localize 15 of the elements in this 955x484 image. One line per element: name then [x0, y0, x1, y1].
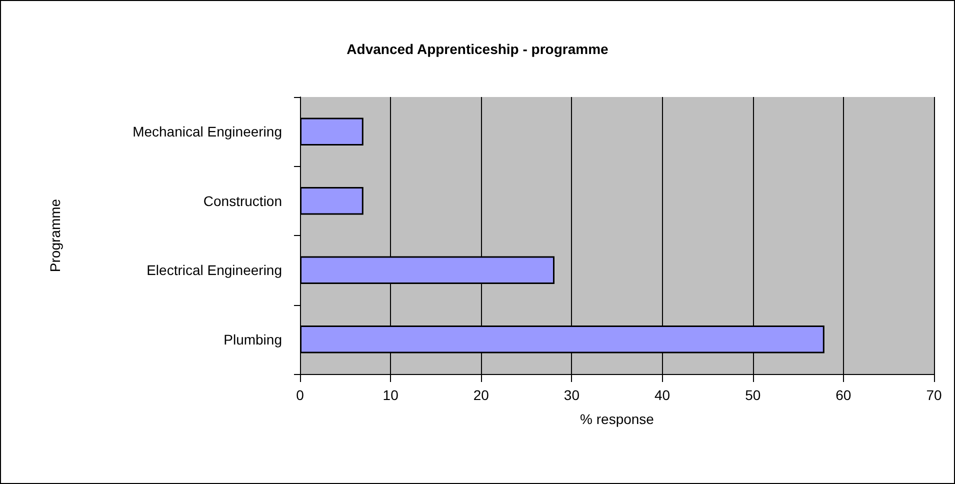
- y-axis-title: Programme: [47, 198, 63, 272]
- x-tick-label: 20: [473, 387, 490, 403]
- chart-title: Advanced Apprenticeship - programme: [346, 41, 609, 57]
- x-tick-label: 10: [382, 387, 399, 403]
- x-tick-label: 70: [926, 387, 942, 403]
- x-tick-label: 50: [745, 387, 761, 403]
- y-tick-label: Plumbing: [224, 331, 282, 348]
- y-tick-label: Construction: [203, 192, 282, 209]
- x-tick-label: 60: [836, 387, 852, 403]
- x-axis-title: % response: [580, 411, 654, 427]
- x-tick-label: 30: [564, 387, 580, 403]
- y-tick-label: Mechanical Engineering: [132, 124, 282, 140]
- y-tick-label: Electrical Engineering: [146, 262, 282, 278]
- x-tick-label: 0: [296, 387, 304, 403]
- x-tick-label: 40: [654, 387, 670, 403]
